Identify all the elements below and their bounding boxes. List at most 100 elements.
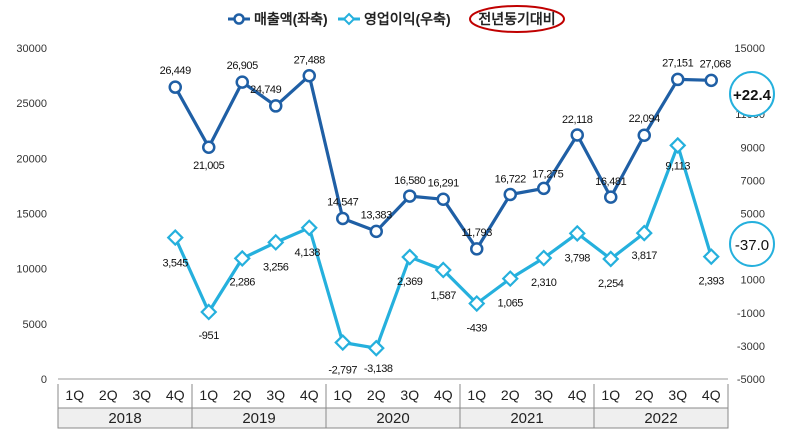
data-point — [336, 211, 350, 226]
quarter-label: 1Q — [65, 387, 84, 403]
quarter-label: 2Q — [367, 387, 386, 403]
year-label: 2021 — [510, 410, 543, 427]
quarter-label: 3Q — [266, 387, 285, 403]
data-point — [602, 250, 620, 268]
quarter-label: 1Q — [199, 387, 218, 403]
callouts: +22.4 -37.0 — [729, 71, 775, 267]
callout-label: -37.0 — [735, 237, 769, 254]
quarter-label: 1Q — [333, 387, 352, 403]
data-label: 26,905 — [227, 60, 259, 72]
data-label: 1,587 — [430, 290, 456, 302]
data-point — [302, 68, 316, 83]
legend: 매출액(좌축) 영업이익(우축) 전년동기대비 — [228, 5, 565, 33]
data-point — [269, 99, 283, 113]
quarter-label: 3Q — [400, 387, 419, 403]
data-point — [669, 136, 687, 154]
data-point — [501, 270, 519, 288]
data-label: 9,113 — [665, 160, 690, 172]
data-point — [166, 229, 184, 247]
data-label: 16,722 — [495, 174, 527, 186]
left-tick-label: 20000 — [16, 153, 47, 165]
data-point — [537, 181, 551, 196]
data-label: 4,138 — [294, 247, 320, 259]
data-point — [235, 75, 249, 89]
data-point — [367, 339, 385, 357]
data-label: 2,310 — [531, 277, 557, 289]
series-operating-profit: 3,545 -951 2,286 3,256 4,138 -2,797 -3,138 2,36… — [162, 136, 725, 377]
quarter-label: 4Q — [434, 387, 453, 403]
data-label: 21,005 — [193, 160, 225, 172]
quarter-label: 4Q — [300, 387, 319, 403]
data-point — [334, 333, 352, 352]
callout-operating-profit: -37.0 — [729, 221, 775, 267]
right-tick-label: -5000 — [737, 374, 765, 386]
year-cell — [593, 407, 729, 429]
quarter-label: 1Q — [601, 387, 620, 403]
data-point — [233, 249, 251, 267]
data-label: 1,065 — [497, 298, 523, 310]
quarter-label: 2Q — [99, 387, 118, 403]
data-point — [671, 72, 685, 87]
left-tick-label: 0 — [41, 374, 47, 386]
callout-circle — [729, 221, 775, 267]
data-label: 3,256 — [263, 261, 289, 273]
data-point — [436, 192, 450, 207]
data-label: 3,545 — [162, 258, 188, 270]
series-line — [173, 143, 713, 350]
legend-label: 매출액(좌축) — [254, 11, 328, 27]
data-label: 27,068 — [700, 58, 732, 70]
year-label: 2019 — [242, 410, 275, 427]
left-tick-label: 30000 — [16, 43, 47, 55]
left-tick-label: 15000 — [16, 209, 47, 221]
legend-label: 영업이익(우축) — [364, 11, 451, 27]
data-label: 17,275 — [532, 168, 564, 180]
quarter-label: 1Q — [467, 387, 486, 403]
quarter-label: 4Q — [702, 387, 721, 403]
x-axis: 1Q 2Q 3Q 4Q 1Q 2Q 3Q 4Q 1Q 2Q 3Q 4Q 1Q 2Q 3Q 4Q 1Q 2Q 3Q 4Q… — [57, 378, 729, 429]
data-point — [267, 233, 285, 251]
data-label: 13,383 — [361, 209, 393, 221]
data-point — [470, 242, 484, 256]
data-label: 2,286 — [229, 276, 255, 288]
legend-badge: 전년동기대비 — [469, 5, 565, 33]
quarter-label: 4Q — [568, 387, 587, 403]
data-point — [637, 128, 651, 142]
data-point — [604, 190, 618, 204]
data-label: 27,151 — [662, 57, 694, 69]
quarter-label: 2Q — [635, 387, 654, 403]
series-line — [173, 74, 712, 251]
right-tick-label: 15000 — [734, 43, 765, 55]
data-label: 16,291 — [428, 177, 460, 189]
data-point — [200, 303, 218, 321]
legend-marker-diamond — [342, 12, 356, 26]
data-point — [468, 294, 486, 313]
data-label: 2,254 — [598, 278, 624, 290]
quarter-label: 3Q — [668, 387, 687, 403]
data-label: -2,797 — [328, 365, 357, 377]
data-point — [503, 187, 517, 202]
quarter-label: 4Q — [166, 387, 185, 403]
data-label: 14,547 — [327, 196, 359, 208]
callout-revenue: +22.4 — [729, 71, 775, 117]
data-label: 16,481 — [595, 176, 627, 188]
data-point — [434, 261, 452, 279]
right-tick-label: -1000 — [737, 308, 765, 320]
right-tick-label: -3000 — [737, 341, 765, 353]
data-point — [570, 128, 584, 142]
data-point — [369, 224, 383, 239]
data-point — [702, 248, 720, 266]
plot-area: 26,449 21,005 26,905 24,749 27,488 14,54713,3… — [160, 55, 732, 377]
data-point — [535, 249, 553, 267]
data-point — [168, 80, 182, 94]
data-label: 16,580 — [394, 175, 426, 187]
data-label: 22,118 — [562, 114, 593, 126]
data-label: -951 — [199, 330, 220, 342]
data-point — [704, 73, 718, 88]
data-point — [635, 224, 653, 242]
data-label: 3,817 — [631, 250, 657, 262]
data-label: -439 — [467, 323, 488, 335]
data-label: 2,369 — [397, 276, 423, 288]
right-tick-label: 9000 — [741, 142, 765, 154]
quarter-label: 2Q — [501, 387, 520, 403]
